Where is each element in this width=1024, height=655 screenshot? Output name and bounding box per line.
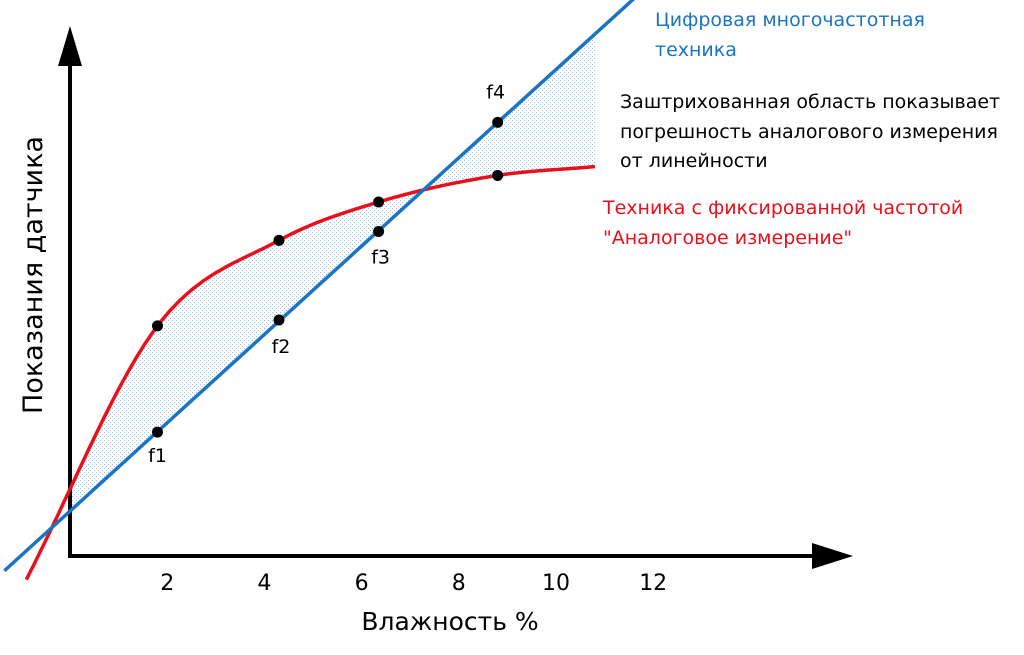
analog-series-label-line2: "Аналоговое измерение" [603, 227, 852, 249]
point-label-f1: f1 [148, 445, 167, 467]
shade-note-line2: погрешность аналогового измерения [620, 121, 998, 143]
y-axis-arrow [58, 26, 82, 66]
x-tick-label: 2 [160, 571, 174, 596]
axes [58, 26, 853, 569]
analog-point-1 [151, 320, 163, 332]
x-tick-label: 8 [452, 571, 466, 596]
x-axis-title: Влажность % [361, 607, 538, 636]
x-tick-label: 10 [542, 571, 570, 596]
shade-note-line3: от линейности [620, 150, 768, 172]
analog-series-label-line1: Техника с фиксированной частотой [602, 197, 963, 219]
y-axis-title: Показания датчика [18, 136, 49, 414]
analog-point-2 [273, 234, 285, 246]
analog-point-4 [492, 169, 504, 181]
x-axis-arrow [812, 543, 853, 569]
point-label-f3: f3 [371, 247, 390, 269]
digital-point-f4 [492, 116, 504, 128]
x-tick-label: 12 [639, 571, 667, 596]
digital-point-f3 [373, 226, 385, 237]
x-tick-label: 4 [257, 571, 271, 596]
digital-series-label-line2: техника [655, 39, 737, 61]
x-tick-labels: 2 4 6 8 10 12 [160, 571, 667, 596]
shade-note-line1: Заштрихованная область показывает [620, 91, 1000, 113]
data-points: f1 f2 f3 f4 [148, 81, 505, 467]
digital-point-f2 [273, 314, 285, 326]
x-tick-label: 6 [355, 571, 369, 596]
digital-point-f1 [151, 426, 163, 438]
analog-point-3 [373, 196, 385, 208]
digital-series-line [3, 0, 636, 573]
digital-series-label-line1: Цифровая многочастотная [655, 9, 925, 31]
point-label-f4: f4 [486, 81, 505, 103]
point-label-f2: f2 [272, 336, 291, 358]
